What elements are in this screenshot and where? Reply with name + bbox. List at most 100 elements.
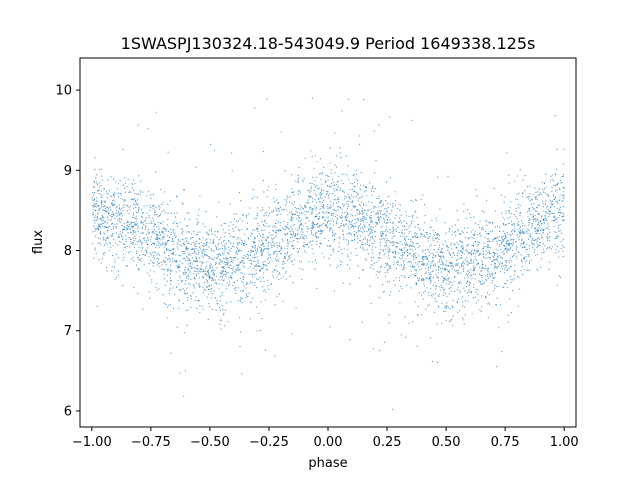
- data-point: [518, 224, 520, 226]
- data-point: [191, 248, 193, 250]
- data-point: [515, 208, 517, 210]
- data-point: [545, 227, 547, 229]
- data-point: [407, 262, 409, 264]
- data-point: [205, 239, 207, 241]
- data-point: [276, 255, 278, 257]
- data-point: [527, 211, 529, 213]
- data-point: [207, 269, 209, 271]
- data-point: [494, 267, 496, 269]
- data-point: [562, 219, 565, 221]
- data-point: [430, 337, 432, 339]
- data-point: [369, 240, 371, 242]
- data-point: [252, 273, 254, 276]
- data-point: [392, 222, 394, 224]
- data-point: [320, 243, 322, 245]
- data-point: [149, 269, 151, 272]
- data-point: [287, 227, 289, 229]
- data-point: [557, 202, 559, 204]
- data-point: [134, 236, 136, 238]
- data-point: [124, 187, 126, 189]
- data-point: [413, 257, 415, 259]
- data-point: [381, 232, 384, 234]
- data-point: [318, 212, 320, 214]
- data-point: [412, 236, 414, 238]
- data-point: [353, 181, 355, 183]
- data-point: [227, 260, 229, 262]
- data-point: [97, 183, 99, 186]
- data-point: [207, 282, 209, 284]
- data-point: [362, 209, 364, 211]
- data-point: [441, 322, 443, 324]
- data-point: [431, 296, 433, 298]
- data-point: [273, 251, 275, 253]
- data-point: [507, 242, 510, 245]
- data-point: [470, 275, 472, 277]
- data-point: [449, 280, 451, 282]
- data-point: [506, 246, 508, 248]
- data-point: [155, 230, 157, 232]
- data-point: [329, 264, 331, 266]
- data-point: [237, 267, 239, 269]
- data-point: [94, 216, 96, 218]
- data-point: [472, 273, 474, 275]
- data-point: [410, 244, 412, 246]
- data-point: [178, 264, 180, 266]
- data-point: [347, 220, 349, 222]
- data-point: [134, 192, 136, 194]
- data-point: [444, 278, 446, 280]
- data-point: [415, 270, 417, 272]
- data-point: [543, 228, 545, 231]
- data-point: [403, 268, 405, 270]
- data-point: [489, 222, 491, 224]
- data-point: [425, 258, 427, 260]
- data-point: [562, 187, 564, 189]
- data-point: [258, 225, 260, 227]
- data-point: [169, 249, 171, 252]
- data-point: [452, 299, 454, 302]
- data-point: [291, 203, 293, 205]
- data-point: [224, 245, 226, 247]
- data-point: [414, 248, 417, 250]
- data-point: [265, 238, 267, 240]
- data-point: [178, 254, 180, 256]
- data-point: [450, 287, 452, 289]
- data-point: [117, 214, 119, 216]
- data-point: [228, 253, 230, 255]
- data-point: [377, 215, 379, 217]
- data-point: [189, 264, 191, 266]
- data-point: [311, 224, 313, 226]
- data-point: [278, 231, 280, 233]
- data-point: [208, 257, 210, 260]
- data-point: [221, 279, 223, 281]
- data-point: [450, 320, 452, 322]
- data-point: [187, 299, 189, 301]
- data-point: [157, 237, 159, 239]
- data-point: [420, 314, 423, 316]
- data-point: [121, 231, 124, 233]
- data-point: [322, 229, 324, 231]
- data-point: [250, 254, 252, 256]
- data-point: [387, 250, 389, 252]
- data-point: [100, 190, 103, 192]
- data-point: [129, 237, 131, 239]
- data-point: [408, 226, 410, 228]
- data-point: [499, 239, 501, 242]
- data-point: [394, 251, 396, 253]
- data-point: [304, 157, 306, 159]
- data-point: [298, 166, 300, 169]
- data-point: [364, 226, 366, 229]
- data-point: [445, 232, 447, 234]
- data-point: [519, 231, 521, 233]
- data-point: [113, 178, 115, 180]
- data-point: [443, 255, 445, 257]
- data-point: [454, 231, 456, 233]
- data-point: [218, 288, 220, 290]
- data-point: [192, 292, 194, 294]
- data-point: [548, 268, 550, 271]
- data-point: [206, 261, 208, 263]
- data-point: [348, 221, 350, 223]
- data-point: [327, 216, 329, 218]
- data-point: [274, 269, 276, 271]
- data-point: [242, 214, 244, 217]
- data-point: [198, 284, 200, 286]
